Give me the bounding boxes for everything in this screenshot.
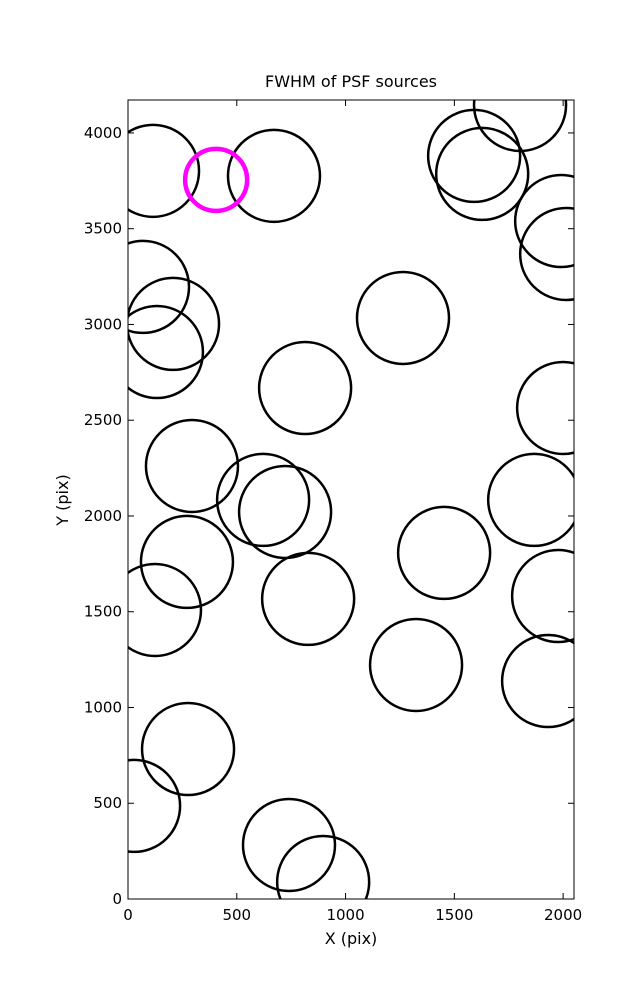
y-tick-label: 4000 — [84, 124, 122, 142]
source-circle — [518, 206, 574, 302]
source-circle — [128, 123, 201, 219]
source-circle — [355, 270, 451, 366]
plot-area — [128, 100, 574, 899]
y-tick-label: 3000 — [84, 315, 122, 333]
source-circle — [226, 128, 322, 224]
x-tick-label: 1000 — [326, 906, 364, 924]
y-tick-label: 2500 — [84, 411, 122, 429]
source-circle — [368, 617, 464, 713]
x-tick-label: 2000 — [544, 906, 582, 924]
y-tick-label: 1000 — [84, 698, 122, 716]
y-tick-label: 2000 — [84, 507, 122, 525]
y-tick-label: 0 — [112, 890, 122, 908]
source-circle — [128, 758, 182, 854]
source-circle — [128, 562, 203, 658]
y-tick-label: 3500 — [84, 220, 122, 238]
y-tick-label: 500 — [93, 794, 122, 812]
source-circle — [510, 548, 574, 644]
x-tick-label: 1500 — [435, 906, 473, 924]
source-circle — [139, 514, 235, 610]
chart-title: FWHM of PSF sources — [265, 72, 437, 91]
source-circle — [486, 452, 574, 548]
axes-frame — [127, 99, 575, 900]
x-tick-label: 500 — [222, 906, 251, 924]
source-circle — [260, 551, 356, 647]
x-tick-label: 0 — [123, 906, 133, 924]
source-circle — [215, 452, 311, 548]
source-circle — [144, 418, 240, 514]
source-circle — [396, 505, 492, 601]
source-circle — [140, 701, 236, 797]
y-tick-label: 1500 — [84, 603, 122, 621]
source-circle — [257, 340, 353, 436]
source-circle — [275, 834, 371, 899]
source-circle — [241, 797, 337, 893]
source-circle — [434, 126, 530, 222]
source-circle — [128, 276, 221, 372]
source-circle — [500, 633, 574, 729]
source-circle — [513, 173, 574, 269]
source-circle — [128, 304, 205, 400]
y-axis-label: Y (pix) — [53, 474, 72, 526]
source-circle — [426, 108, 522, 204]
x-axis-label: X (pix) — [325, 929, 378, 948]
source-circle — [515, 360, 574, 456]
axes: 0 500 1000 1500 2000 0 500 1000 1500 2000 2500 3000… — [84, 99, 582, 924]
source-circle — [128, 239, 191, 335]
highlight-circle — [182, 146, 250, 214]
